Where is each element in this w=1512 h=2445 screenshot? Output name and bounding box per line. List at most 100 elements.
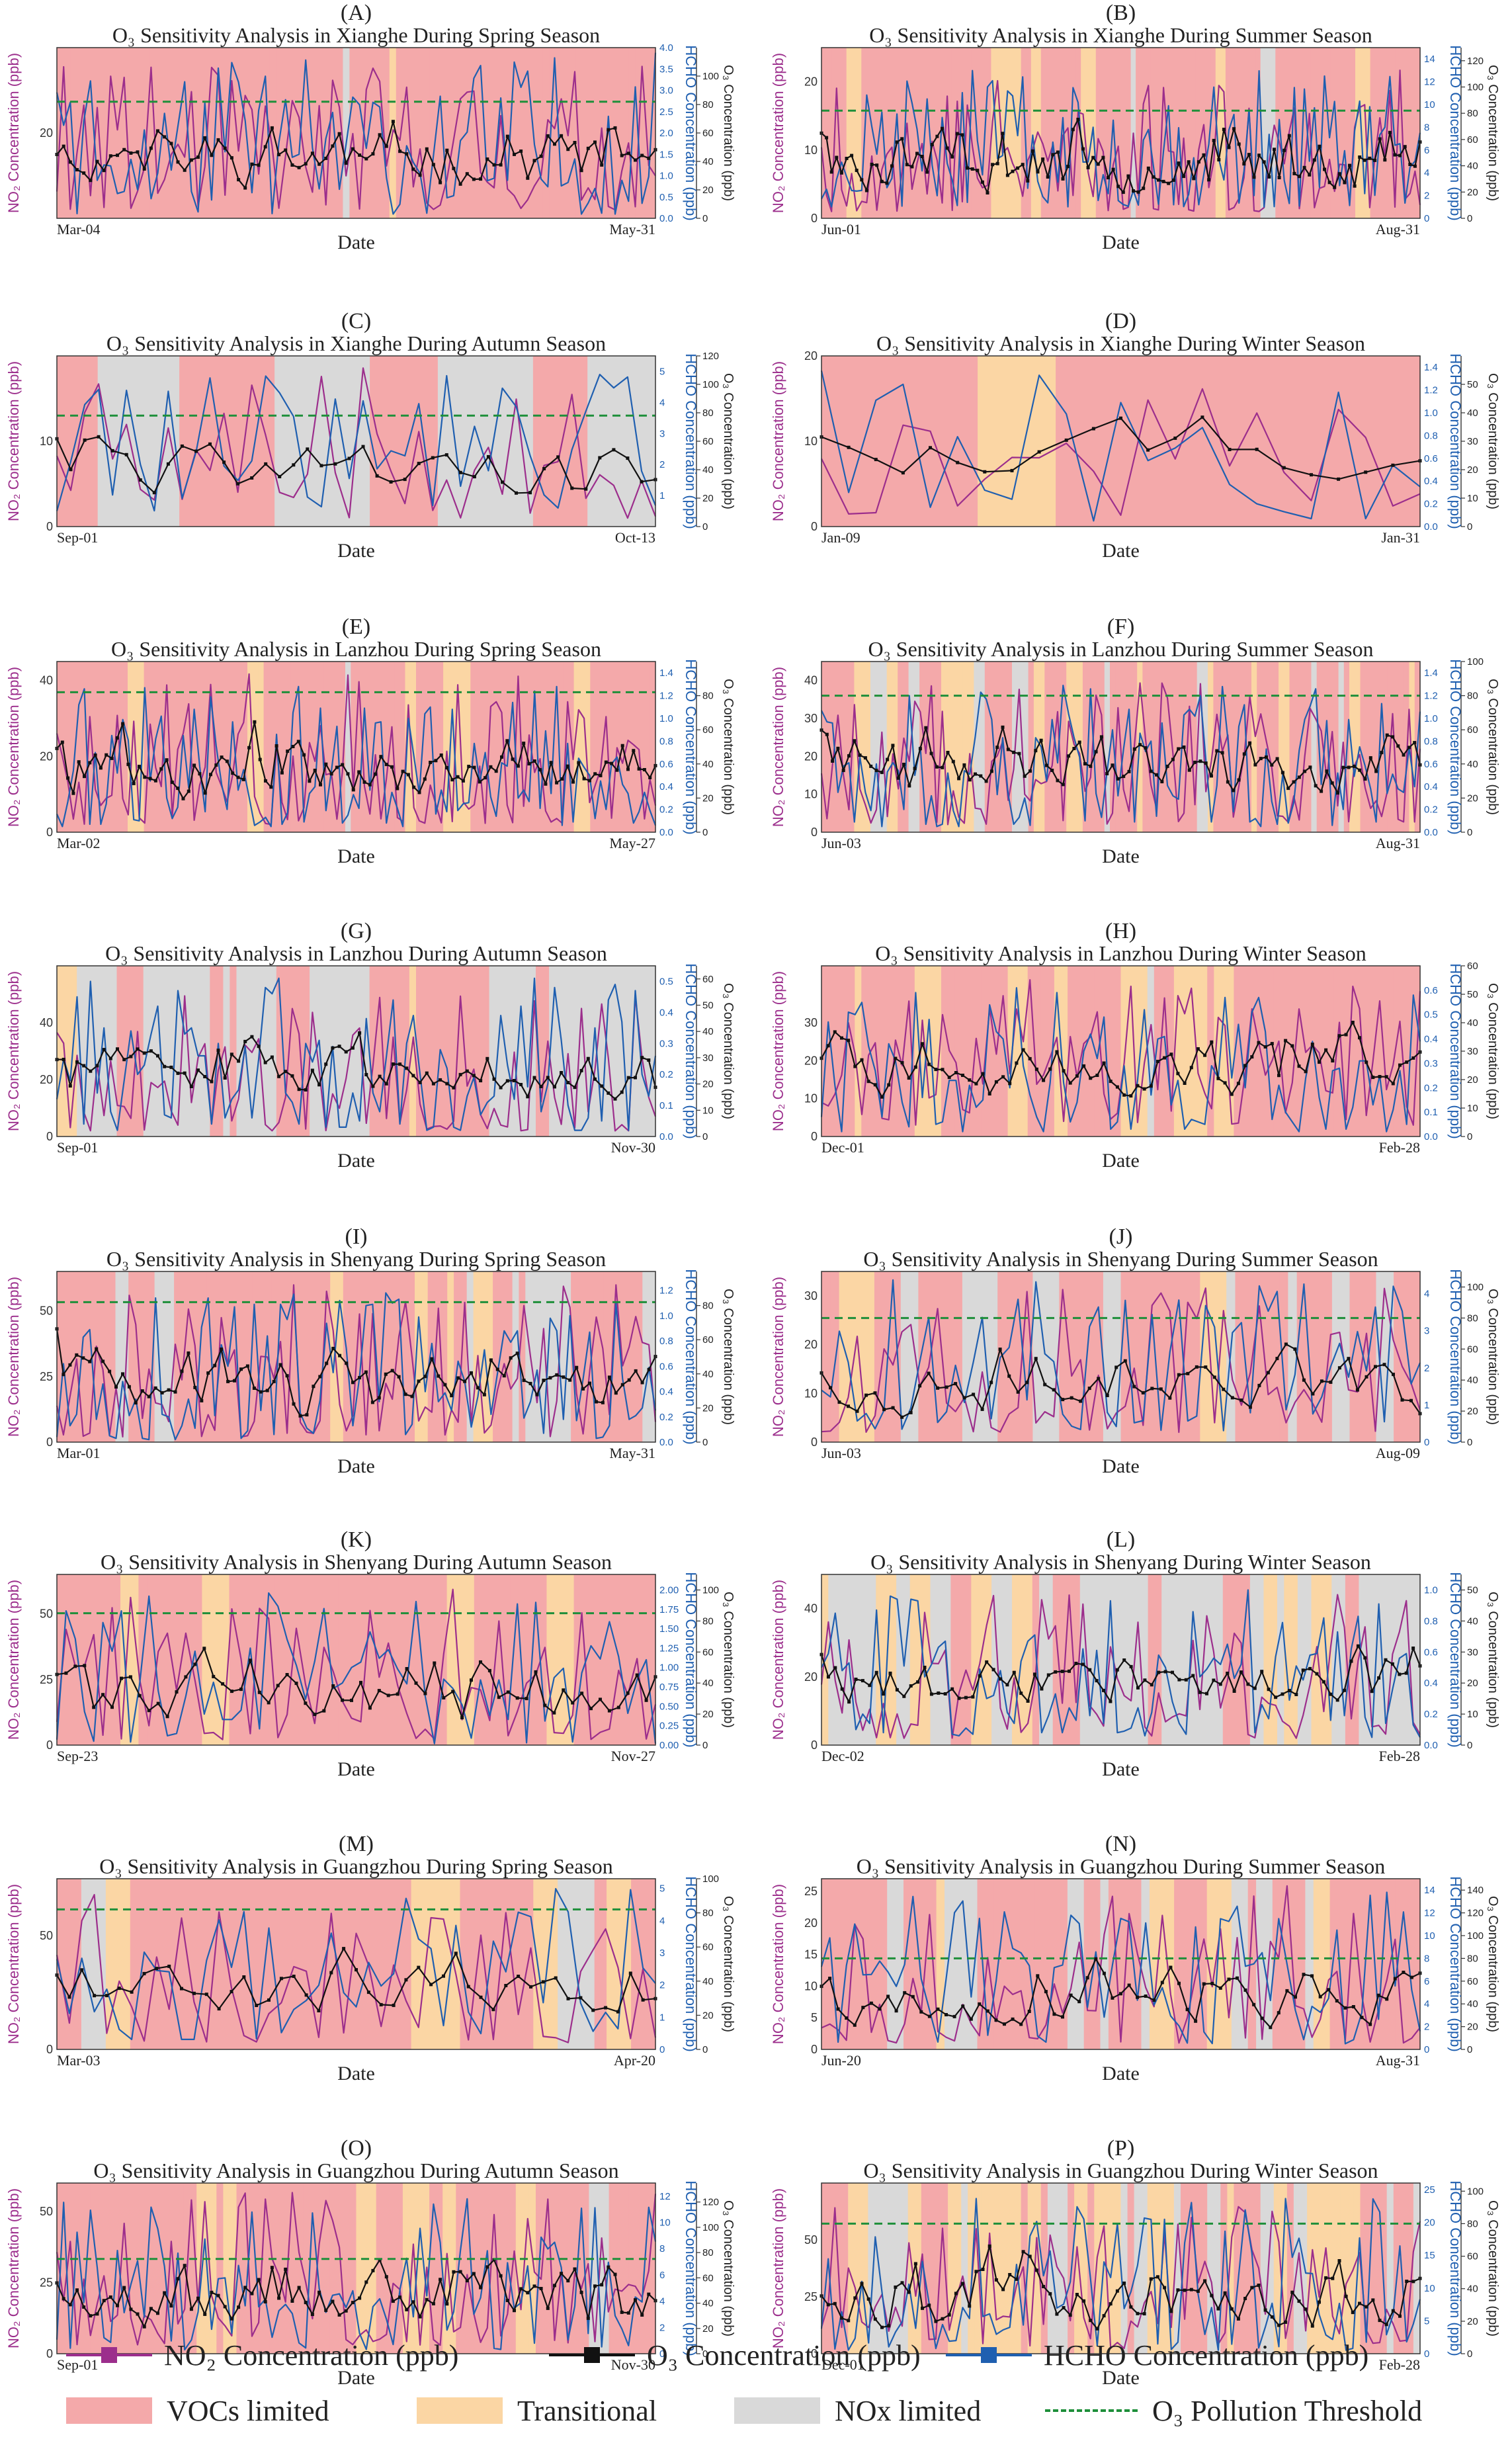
regime-band (628, 2183, 656, 2354)
o3-series-marker (566, 148, 570, 151)
o3-series-marker (467, 765, 471, 769)
o3-series-marker (1270, 1042, 1274, 1046)
o3-series-marker (391, 120, 395, 124)
o3-series-marker (615, 768, 619, 772)
panel-letter: (F) (1107, 615, 1135, 639)
o3-series-marker (1077, 740, 1081, 744)
o3-series-marker (482, 1393, 486, 1396)
o3-series-marker (384, 2275, 388, 2279)
o3-series-marker (285, 1673, 289, 1676)
o3-tick-label: 80 (1467, 108, 1478, 119)
o3-series-marker (1277, 2323, 1281, 2327)
o3-tick-label: 50 (702, 1000, 714, 1011)
o3-series-marker (542, 467, 546, 470)
o3-series-marker (479, 1995, 483, 1999)
o3-series-marker (1043, 1383, 1047, 1387)
o3-series-marker (1391, 2309, 1395, 2313)
o3-axis-title: O₃ Concentration (ppb) (1486, 679, 1500, 815)
no2-tick-label: 0 (46, 2043, 53, 2056)
o3-series-marker (371, 2268, 375, 2272)
o3-series-marker (110, 1705, 114, 1709)
o3-series-marker (221, 1682, 225, 1686)
o3-series-marker (460, 1716, 464, 1719)
o3-series-marker (910, 165, 914, 169)
x-end-label: May-31 (609, 221, 655, 237)
o3-series-marker (1008, 2273, 1012, 2276)
o3-series-marker (292, 1402, 296, 1406)
o3-series-marker (138, 765, 141, 769)
o3-series-marker (270, 126, 274, 130)
o3-series-marker (82, 2305, 86, 2309)
regime-band (1395, 1879, 1421, 2049)
o3-series-marker (1263, 2308, 1267, 2312)
o3-series-marker (1282, 148, 1286, 152)
no2-tick-label: 30 (804, 712, 818, 725)
o3-series-marker (1282, 466, 1286, 470)
o3-series-marker (1348, 163, 1351, 167)
o3-series-marker (384, 144, 388, 148)
o3-series-marker (987, 1092, 991, 1095)
o3-series-marker (1155, 773, 1158, 777)
o3-tick-label: 0 (1467, 2044, 1472, 2055)
o3-series-marker (903, 1991, 907, 1995)
o3-series-marker (485, 2265, 489, 2269)
o3-tick-label: 20 (1467, 1678, 1478, 1689)
regime-band (138, 356, 180, 527)
o3-series-marker (607, 1375, 611, 1379)
o3-tick-label: 100 (1467, 82, 1484, 93)
regime-band (1297, 1574, 1312, 1745)
o3-series-marker (1010, 468, 1014, 472)
o3-series-marker (276, 1684, 280, 1688)
o3-series-marker (1001, 2288, 1005, 2292)
o3-series-marker (257, 1690, 261, 1694)
hcho-axis-title: HCHO Concentration (ppb) (683, 1269, 699, 1444)
o3-series-marker (292, 463, 296, 467)
o3-series-marker (489, 765, 493, 769)
o3-tick-label: 40 (702, 2298, 714, 2309)
o3-series-marker (546, 134, 550, 138)
panel-letter: (P) (1107, 2136, 1135, 2161)
hcho-tick-label: 1 (659, 2012, 665, 2023)
no2-tick-label: 10 (804, 1979, 818, 1993)
o3-series-marker (966, 166, 969, 170)
o3-series-marker (927, 2014, 931, 2018)
o3-tick-label: 100 (1467, 1930, 1484, 1942)
o3-series-marker (99, 766, 103, 770)
o3-series-marker (1155, 2275, 1159, 2279)
regime-band (478, 356, 493, 527)
o3-series-marker (175, 1690, 179, 1694)
o3-series-marker (1320, 789, 1323, 793)
o3-series-marker (1301, 1668, 1305, 1672)
regime-band (868, 2183, 882, 2354)
regime-band (1005, 1574, 1013, 1745)
hcho-tick-label: 0.6 (1424, 759, 1438, 770)
hcho-tick-label: 0.25 (659, 1721, 679, 1732)
o3-series-marker (610, 761, 614, 765)
regime-band (590, 662, 602, 832)
o3-series-marker (1371, 2298, 1375, 2302)
o3-series-marker (886, 757, 890, 761)
o3-series-marker (250, 2292, 254, 2295)
no2-tick-label: 20 (804, 1054, 818, 1067)
o3-series-marker (1119, 1992, 1122, 1996)
o3-series-marker (517, 1975, 521, 1978)
hcho-tick-label: 3.5 (659, 64, 673, 75)
o3-series-marker (1365, 2305, 1368, 2309)
o3-series-marker (647, 2292, 651, 2296)
o3-axis-title: O₃ Concentration (ppb) (721, 1289, 735, 1425)
o3-series-marker (68, 1363, 72, 1367)
o3-series-marker (351, 788, 355, 792)
o3-series-marker (566, 2279, 570, 2283)
o3-series-marker (425, 2297, 429, 2301)
o3-series-marker (270, 2266, 274, 2270)
o3-series-marker (1393, 153, 1397, 157)
o3-series-marker (1081, 147, 1085, 151)
o3-series-marker (105, 1994, 108, 1998)
regime-band (821, 1879, 847, 2049)
o3-axis-title: O₃ Concentration (ppb) (721, 373, 735, 509)
hcho-tick-label: 0.8 (1424, 430, 1438, 441)
no2-tick-label: 30 (804, 1016, 818, 1029)
o3-series-marker (1061, 2015, 1064, 2019)
x-axis-title: Date (337, 1758, 375, 1780)
